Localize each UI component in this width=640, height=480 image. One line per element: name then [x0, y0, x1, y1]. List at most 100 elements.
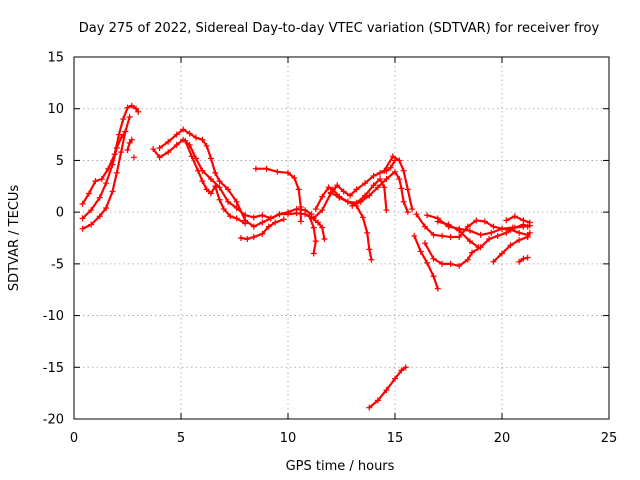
- y-tick-label: 0: [56, 206, 64, 221]
- data-point: [98, 176, 105, 183]
- data-point: [400, 167, 407, 174]
- data-point: [312, 238, 319, 245]
- data-point: [156, 145, 163, 152]
- data-point: [263, 165, 270, 172]
- data-point: [511, 213, 518, 220]
- data-point: [340, 188, 347, 195]
- data-point: [325, 184, 332, 191]
- data-point: [259, 230, 266, 237]
- data-point: [79, 225, 86, 232]
- data-point: [411, 232, 418, 239]
- y-tick-label: -10: [43, 309, 64, 324]
- data-series: [516, 254, 531, 265]
- data-point: [109, 188, 116, 195]
- y-tick-label: 5: [56, 154, 64, 169]
- data-point: [353, 186, 360, 193]
- data-point: [503, 217, 510, 224]
- x-tick-label: 0: [70, 431, 78, 446]
- data-series: [411, 232, 441, 292]
- data-point: [413, 211, 420, 218]
- data-point: [227, 213, 234, 220]
- data-point: [192, 155, 199, 162]
- data-point: [250, 214, 257, 221]
- data-point: [424, 212, 431, 219]
- data-point: [370, 172, 377, 179]
- data-point: [434, 218, 441, 225]
- data-point: [150, 146, 157, 153]
- x-tick-label: 20: [494, 431, 511, 446]
- data-series: [252, 165, 304, 225]
- x-tick-labels: 0 5 10 15 20 25: [70, 431, 617, 446]
- y-tick-label: -15: [43, 361, 64, 376]
- data-point: [447, 233, 454, 240]
- data-point: [285, 169, 291, 176]
- data-point: [156, 154, 163, 161]
- data-point: [404, 186, 411, 193]
- data-point: [312, 206, 319, 213]
- series-trace: [308, 215, 317, 255]
- series-trace: [383, 155, 414, 211]
- data-point: [381, 184, 388, 191]
- series-trace: [436, 220, 480, 249]
- data-point: [310, 224, 317, 231]
- data-point: [220, 206, 227, 213]
- data-point: [233, 198, 240, 205]
- data-point: [424, 259, 431, 266]
- data-series: [237, 216, 287, 243]
- data-point: [526, 219, 533, 226]
- data-point: [259, 212, 266, 219]
- data-point: [490, 223, 497, 230]
- data-point: [124, 104, 131, 111]
- data-point: [389, 153, 396, 160]
- data-point: [383, 176, 390, 183]
- data-point: [466, 238, 473, 245]
- data-point: [79, 215, 86, 222]
- data-point: [85, 190, 92, 197]
- data-point: [118, 149, 125, 156]
- data-point: [280, 216, 287, 223]
- data-point: [321, 236, 328, 243]
- data-point: [250, 223, 257, 230]
- data-point: [503, 229, 510, 236]
- series-trace: [310, 216, 326, 241]
- data-point: [488, 229, 495, 236]
- data-series: [79, 128, 129, 222]
- data-point: [319, 193, 326, 200]
- data-point: [216, 178, 223, 185]
- data-point: [291, 175, 298, 182]
- data-point: [276, 211, 283, 218]
- data-point: [430, 231, 437, 238]
- data-point: [130, 154, 137, 161]
- data-point: [366, 192, 373, 199]
- data-point: [272, 219, 279, 226]
- data-point: [421, 240, 428, 247]
- data-point: [526, 229, 533, 236]
- data-point: [374, 397, 381, 404]
- data-point: [417, 248, 424, 255]
- data-point: [524, 233, 531, 240]
- data-point: [377, 169, 384, 176]
- data-point: [267, 215, 274, 222]
- data-series: [308, 214, 328, 243]
- data-point: [357, 198, 364, 205]
- data-point: [398, 367, 405, 374]
- data-point: [225, 186, 232, 193]
- data-point: [203, 186, 210, 193]
- data-point: [456, 262, 463, 269]
- data-point: [128, 136, 135, 143]
- data-point: [507, 242, 514, 249]
- data-point: [434, 285, 441, 292]
- data-point: [233, 215, 240, 222]
- data-point: [377, 176, 384, 183]
- data-point: [516, 237, 523, 244]
- series-trace: [81, 130, 127, 220]
- data-point: [520, 223, 527, 230]
- data-point: [297, 203, 304, 210]
- series-trace: [81, 104, 140, 205]
- data-point: [392, 375, 398, 382]
- data-point: [186, 130, 193, 137]
- data-point: [383, 387, 390, 394]
- x-tick-label: 10: [280, 431, 297, 446]
- x-tick-label: 25: [601, 431, 618, 446]
- data-point: [182, 137, 189, 144]
